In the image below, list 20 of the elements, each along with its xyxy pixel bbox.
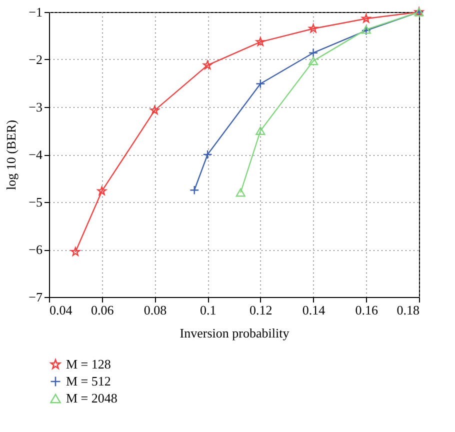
x-tick-label: 0.16 xyxy=(355,302,379,318)
x-tick-label: 0.12 xyxy=(250,302,272,318)
y-tick-label: −3 xyxy=(28,100,42,114)
y-tick-label: −4 xyxy=(28,147,43,162)
y-tick-label: −1 xyxy=(28,4,42,20)
x-tick-label: 0.14 xyxy=(302,302,326,318)
legend-label: M = 512 xyxy=(66,374,111,388)
x-tick-label: 0.04 xyxy=(50,302,73,318)
y-tick-label: −2 xyxy=(28,52,42,67)
legend-label: M = 2048 xyxy=(66,390,118,406)
y-tick-label: −6 xyxy=(28,242,43,257)
x-tick-label: 0.06 xyxy=(90,302,114,318)
y-tick-label: −5 xyxy=(28,194,42,210)
legend-label: M = 128 xyxy=(66,356,111,372)
x-axis-title: Inversion probability xyxy=(180,326,290,340)
y-axis-title: log 10 (BER) xyxy=(4,120,19,190)
x-tick-label: 0.18 xyxy=(396,302,420,318)
y-tick-label: −7 xyxy=(28,290,43,304)
x-tick-label: 0.1 xyxy=(200,302,216,318)
x-tick-label: 0.08 xyxy=(144,302,167,318)
